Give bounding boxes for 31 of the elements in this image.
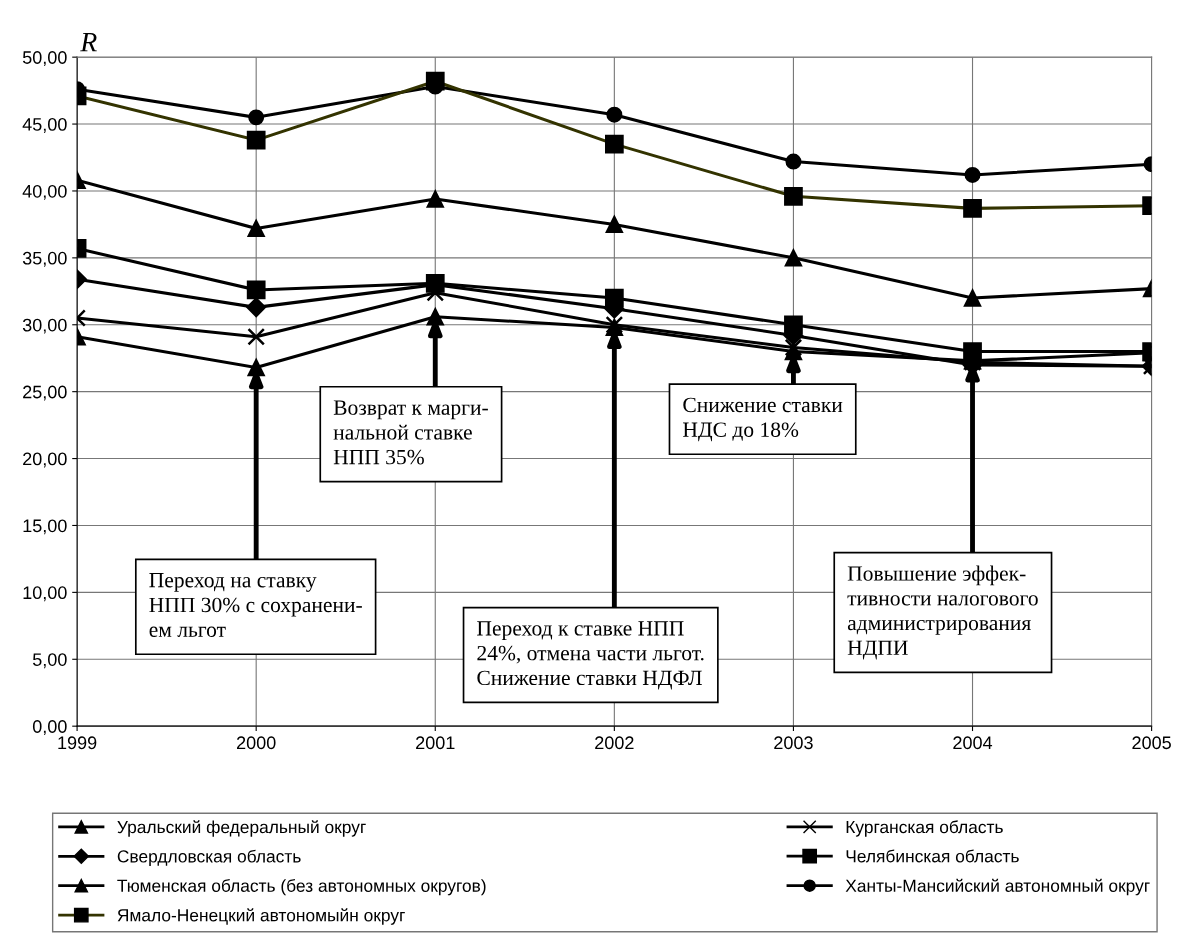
annotation: Повышение эффек- тивности налогового администрирования НДПИ (847, 565, 1038, 660)
y-tick-label: 35,00 (22, 251, 67, 267)
annotation: Переход на ставку НПП 30% с сохранени- ем льгот (149, 573, 362, 637)
legend-label: Челябинская область (846, 849, 1019, 863)
y-tick-label: 20,00 (23, 452, 67, 468)
y-tick-label: 10,00 (23, 586, 67, 602)
y-tick-label: 50,00 (22, 51, 67, 67)
legend-label: Ямало-Ненецкий автономыйн округ (117, 908, 405, 925)
x-tick-label: 2005 (1132, 736, 1171, 750)
legend-label: Тюменская область (без автономных округов) (117, 879, 486, 896)
y-tick-label: 25,00 (23, 385, 67, 401)
y-tick-label: 40,00 (22, 184, 67, 200)
x-tick-label: 1999 (58, 736, 97, 750)
x-tick-label: 2000 (237, 736, 276, 750)
legend-label: Ханты-Мансийский автономный округ (845, 878, 1150, 896)
y-tick-label: 45,00 (22, 117, 67, 133)
x-tick-label: 2002 (595, 736, 634, 750)
x-tick-label: 2003 (774, 736, 813, 750)
y-tick-label: 15,00 (23, 519, 67, 535)
y-tick-label: 0,00 (32, 720, 67, 736)
annotation: Переход к ставке НПП 24%, отмена части льгот. Снижение ставки НДФЛ (477, 621, 704, 690)
legend-label: Уральский федеральный округ (117, 820, 366, 837)
y-axis-title: R (80, 33, 97, 52)
legend-label: Свердловская область (117, 849, 301, 866)
x-tick-label: 2001 (416, 736, 455, 750)
y-tick-label: 30,00 (22, 318, 67, 334)
y-tick-label: 5,00 (32, 653, 67, 669)
x-tick-label: 2004 (953, 736, 993, 750)
annotation: Возврат к марги- нальной ставке НПП 35% (333, 400, 488, 465)
legend-label: Курганская область (846, 820, 1003, 837)
annotation: Снижение ставки НДС до 18% (683, 397, 843, 442)
